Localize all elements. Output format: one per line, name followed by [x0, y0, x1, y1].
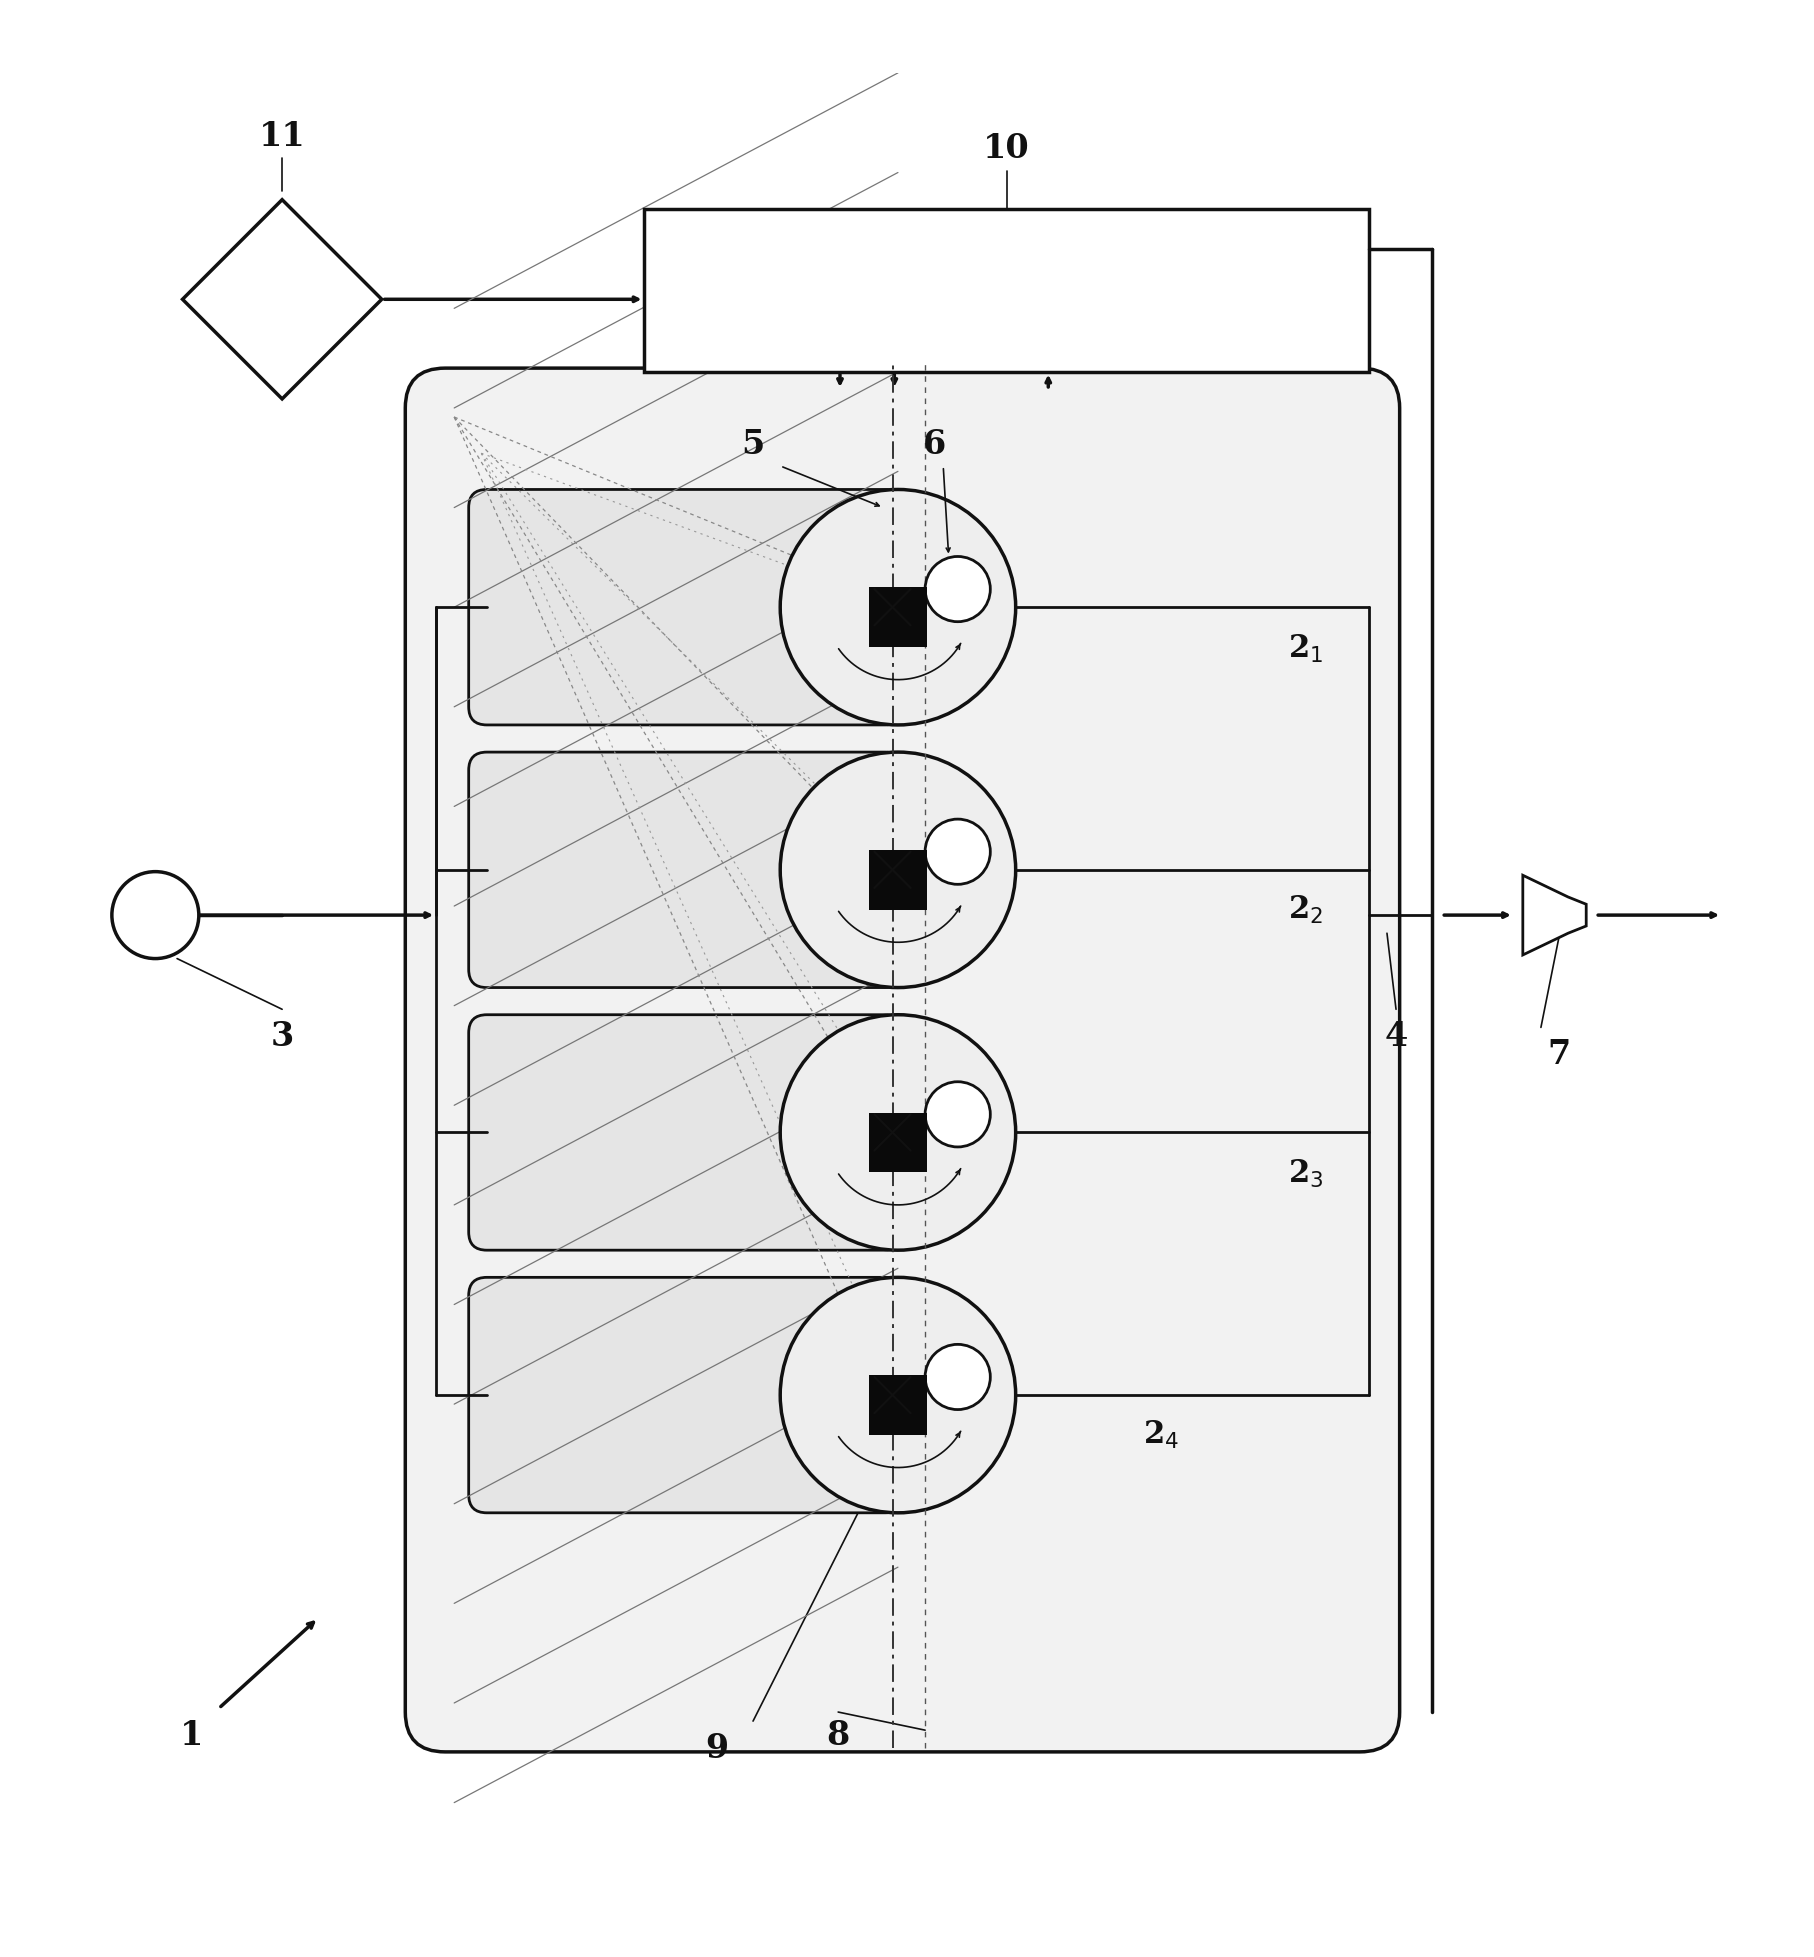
- Bar: [869, 587, 927, 648]
- Text: 2$_4$: 2$_4$: [1143, 1419, 1179, 1450]
- Circle shape: [925, 1344, 990, 1409]
- Bar: [869, 849, 927, 910]
- FancyBboxPatch shape: [468, 489, 903, 724]
- Text: 5: 5: [742, 429, 766, 460]
- Circle shape: [925, 556, 990, 622]
- Text: 2$_2$: 2$_2$: [1288, 894, 1322, 926]
- FancyBboxPatch shape: [468, 751, 903, 988]
- Circle shape: [780, 489, 1016, 724]
- Text: 8: 8: [827, 1718, 849, 1752]
- Text: 6: 6: [923, 429, 945, 460]
- Circle shape: [925, 1082, 990, 1147]
- Polygon shape: [1522, 875, 1585, 955]
- Text: 9: 9: [706, 1732, 729, 1765]
- Bar: [869, 1112, 927, 1172]
- Polygon shape: [183, 200, 381, 399]
- FancyBboxPatch shape: [468, 1278, 903, 1513]
- FancyBboxPatch shape: [405, 368, 1400, 1752]
- Text: 1: 1: [180, 1718, 203, 1752]
- Circle shape: [780, 751, 1016, 988]
- Text: 2$_1$: 2$_1$: [1288, 632, 1322, 665]
- Text: 10: 10: [983, 133, 1030, 166]
- Bar: [869, 1376, 927, 1434]
- Text: 4: 4: [1384, 1020, 1408, 1053]
- FancyBboxPatch shape: [468, 1016, 903, 1251]
- Text: 2$_3$: 2$_3$: [1288, 1159, 1322, 1190]
- Text: 7: 7: [1547, 1037, 1571, 1070]
- Bar: [644, 209, 1370, 372]
- Text: 3: 3: [270, 1020, 294, 1053]
- Text: 11: 11: [259, 119, 305, 153]
- Circle shape: [780, 1278, 1016, 1513]
- Circle shape: [925, 820, 990, 885]
- Circle shape: [112, 871, 200, 959]
- Circle shape: [780, 1016, 1016, 1251]
